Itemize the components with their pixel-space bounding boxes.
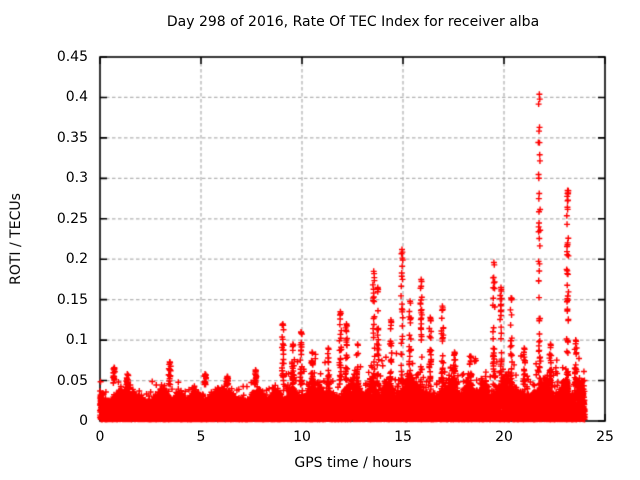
x-tick-label: 10 [293,429,311,445]
x-tick-label: 15 [394,429,412,445]
y-tick-label: 0.2 [65,251,88,267]
y-tick-label: 0.25 [56,211,88,227]
y-tick-label: 0.1 [65,332,88,348]
y-tick-label: 0.05 [56,373,88,389]
x-axis-label: GPS time / hours [294,455,412,471]
x-tick-label: 25 [596,429,614,445]
chart-title: Day 298 of 2016, Rate Of TEC Index for r… [166,14,540,30]
y-tick-label: 0.35 [56,130,88,146]
y-tick-label: 0.45 [56,49,88,65]
x-tick-label: 0 [95,429,105,445]
y-tick-label: 0.3 [65,170,88,186]
y-tick-label: 0.4 [65,89,88,105]
x-tick-label: 5 [196,429,206,445]
x-tick-label: 20 [495,429,513,445]
y-tick-label: 0.15 [56,292,88,308]
y-tick-label: 0 [79,413,88,429]
y-axis-label: ROTI / TECUs [8,193,24,285]
